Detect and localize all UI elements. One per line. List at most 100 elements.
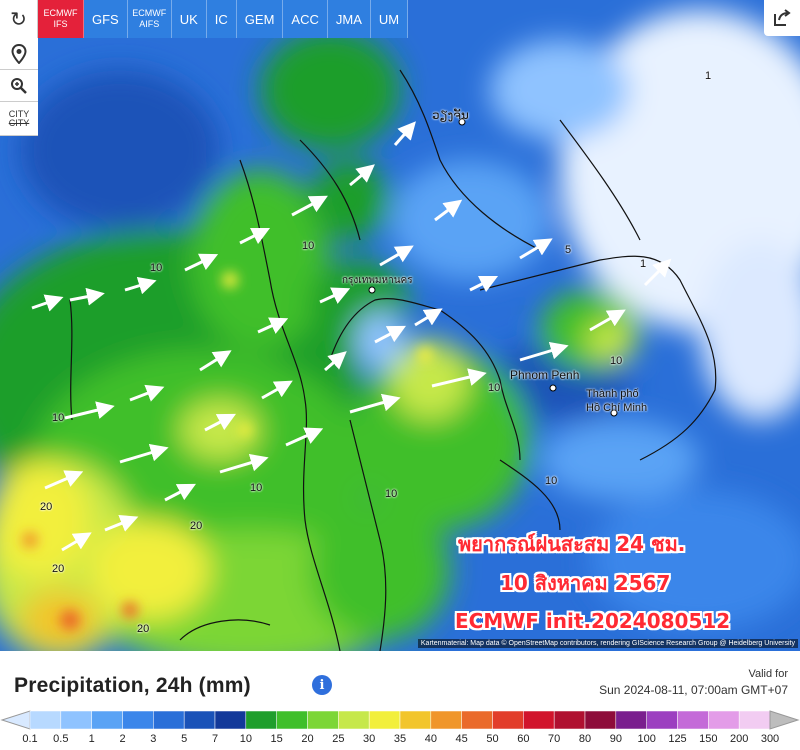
scale-tick-label: 0.1 [22,733,38,745]
contour-label: 10 [610,355,623,367]
model-label: UK [179,11,198,27]
model-label: ECMWF [132,8,167,18]
model-label: IFS [53,19,68,29]
scale-swatch [307,710,339,730]
model-um[interactable]: UM [370,0,409,38]
scale-tick-label: 60 [517,733,530,745]
scale-swatch [492,710,524,730]
info-icon[interactable]: i [312,675,332,695]
model-gem[interactable]: GEM [236,0,284,38]
scale-swatch [29,710,62,730]
scale-tick-label: 50 [486,733,499,745]
scale-swatch [214,710,247,730]
scale-tick-label: 3 [150,733,157,745]
map-canvas[interactable] [0,0,800,651]
scale-tick-label: 25 [332,733,345,745]
precip-field [0,10,800,651]
place-hcmc-line2: Hồ Chí Minh [586,402,648,414]
scale-swatch [276,710,308,730]
place-hcmc-line1: Thành phố [586,388,639,400]
model-ic[interactable]: IC [206,0,237,38]
color-scale [0,710,800,730]
scale-arrow-left [0,710,31,730]
precipitation-map[interactable]: 10 10 10 20 20 20 10 10 10 1 1 5 10 20 1… [0,0,800,651]
vientiane-dot [458,118,466,126]
model-jma[interactable]: JMA [327,0,371,38]
scale-swatch [553,710,586,730]
scale-tick-label: 100 [637,733,656,745]
map-credit: Kartenmaterial: Map data © OpenStreetMap… [417,639,798,648]
zoom-icon[interactable] [0,70,38,102]
model-bar: ↻ ECMWF IFS GFS ECMWF AIFS UK IC GEM ACC J… [0,0,409,38]
place-phnom-penh: Phnom Penh [510,368,580,382]
forecast-title: พยากรณ์ฝนสะสม 24 ชม. [458,532,686,556]
scale-swatch [245,710,277,730]
location-pin-icon[interactable] [0,38,38,70]
model-ecmwf-aifs[interactable]: ECMWF AIFS [127,0,172,38]
scale-swatch [677,710,709,730]
scale-swatch [338,710,370,730]
scale-tick-label: 35 [393,733,407,745]
contour-label: 10 [150,262,163,274]
contour-label: 10 [250,482,263,494]
forecast-init: ECMWF init.2024080512 [455,609,731,633]
scale-tick-label: 80 [578,733,592,745]
model-ecmwf-ifs[interactable]: ECMWF IFS [38,0,84,38]
model-label: GFS [92,11,119,27]
scale-swatch [584,710,617,730]
scale-arrow-right [769,710,800,730]
model-label: ECMWF [43,8,78,18]
contour-label: 10 [488,382,501,394]
forecast-date: 10 สิงหาคม 2567 [500,571,671,595]
scale-swatch [430,710,462,730]
scale-tick-label: 1 [88,733,95,745]
legend: Precipitation, 24h (mm) i Valid for Sun … [0,651,800,750]
wind-arrows [31,121,672,552]
model-label: IC [214,11,228,27]
scale-tick-label: 7 [211,733,219,745]
scale-tick-label: 200 [729,733,749,745]
scale-swatch [738,710,771,730]
city-toggle[interactable]: CITY CITY [0,102,38,136]
contour-label: 20 [52,563,65,575]
model-uk[interactable]: UK [171,0,207,38]
city-label-strike: CITY [8,117,30,128]
valid-value: Sun 2024-08-11, 07:00am GMT+07 [599,683,788,697]
phnom-penh-dot [549,384,557,392]
scale-swatch [60,710,92,730]
scale-swatch [368,710,401,730]
scale-tick-label: 5 [181,733,188,745]
scale-swatch [646,710,678,730]
contour-label: 20 [40,501,53,513]
contour-label: 10 [52,412,65,424]
scale-swatch [461,710,493,730]
scale-swatch [91,710,123,730]
model-label: UM [378,11,400,27]
scale-swatch [399,710,432,730]
legend-title: Precipitation, 24h (mm) [14,674,251,697]
contour-label: 10 [545,475,558,487]
place-vientiane: ວຽງຈັນ [432,108,469,122]
precip-hotspots [22,272,433,630]
contour-label: 1 [705,70,712,82]
contour-label: 1 [640,258,647,270]
scale-swatch [183,710,216,730]
model-label: JMA [335,11,362,27]
model-gfs[interactable]: GFS [84,0,128,38]
scale-tick-label: 20 [301,733,314,745]
valid-label: Valid for [748,668,788,680]
scale-swatch [523,710,555,730]
scale-tick-label: 70 [548,733,561,745]
contour-label: 10 [302,240,315,252]
scale-tick-label: 15 [270,733,283,745]
model-label: GEM [244,11,275,27]
share-icon[interactable] [764,0,800,36]
scale-tick-label: 0.5 [53,733,69,745]
scale-tick-label: 150 [699,733,718,745]
model-label: ACC [291,11,319,27]
scale-swatch [615,710,647,730]
place-bangkok: กรุงเทพมหานคร [342,275,413,286]
refresh-icon[interactable]: ↻ [0,0,38,38]
scale-swatch [708,710,740,730]
model-acc[interactable]: ACC [283,0,328,38]
